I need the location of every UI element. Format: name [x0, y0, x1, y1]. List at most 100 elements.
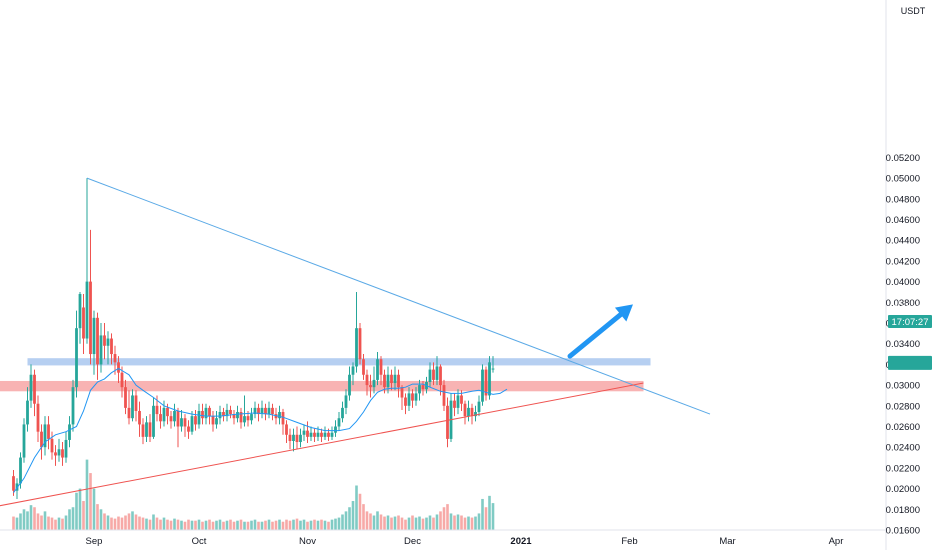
candle-body	[257, 407, 260, 415]
volume-bar	[285, 519, 288, 530]
time-tick-label: 2021	[510, 536, 532, 547]
price-tick-label: 0.02200	[886, 463, 920, 474]
candle-body	[470, 407, 474, 417]
candle-body	[169, 416, 173, 422]
candle-body	[78, 294, 82, 329]
volume-bar	[232, 521, 236, 530]
candle-body	[418, 385, 421, 394]
candle-body	[82, 307, 85, 339]
candle-body	[50, 438, 54, 453]
volume-bar	[393, 516, 397, 530]
candle-body	[460, 395, 463, 404]
volume-bar	[246, 521, 250, 530]
volume-bar	[313, 519, 316, 530]
volume-bar	[201, 521, 204, 530]
candle-body	[463, 403, 467, 417]
volume-bar	[68, 509, 71, 530]
volume-bars	[12, 459, 495, 530]
price-tick-label: 0.04800	[886, 194, 920, 205]
candle-body	[484, 369, 488, 396]
candle-body	[383, 374, 386, 388]
volume-bar	[453, 515, 456, 530]
candle-body	[267, 407, 271, 415]
volume-bar	[159, 519, 162, 530]
time-tick-label: Mar	[719, 536, 735, 547]
candle-body	[313, 432, 316, 437]
volume-bar	[379, 514, 383, 530]
candle-body	[194, 416, 197, 425]
candle-body	[148, 422, 152, 437]
candle-body	[57, 449, 61, 456]
candle-body	[306, 430, 309, 437]
candle-body	[201, 410, 204, 419]
time-tick-label: Feb	[621, 536, 637, 547]
countdown-box	[888, 315, 932, 328]
candle-body	[54, 452, 57, 456]
candle-body	[299, 434, 302, 443]
volume-bar	[439, 511, 442, 530]
moving-average-line	[13, 367, 508, 493]
volume-bar	[47, 516, 50, 530]
candle-body	[264, 407, 267, 415]
volume-bar	[414, 517, 418, 530]
candle-body	[390, 374, 393, 384]
candle-countdown: 17:07:27	[892, 317, 929, 328]
candle-body	[19, 457, 22, 484]
candle-body	[134, 395, 138, 411]
candle-body	[281, 412, 285, 425]
volume-bar	[50, 517, 54, 530]
candle-body	[358, 328, 362, 360]
candle-body	[320, 432, 323, 437]
candle-body	[341, 407, 344, 419]
volume-bar	[110, 517, 113, 530]
candle-body	[243, 416, 246, 423]
candle-body	[222, 412, 225, 417]
volume-bar	[26, 511, 29, 530]
volume-bar	[334, 518, 337, 530]
candle-body	[442, 385, 446, 406]
volume-bar	[365, 511, 369, 530]
candle-body	[309, 432, 313, 437]
candle-body	[22, 424, 26, 458]
volume-bar	[211, 521, 215, 530]
volume-bar	[488, 495, 491, 530]
volume-bar	[442, 507, 446, 530]
volume-bar	[36, 513, 40, 530]
volume-bar	[173, 518, 176, 530]
volume-bar	[264, 520, 267, 530]
time-axis-ticks[interactable]: Sep Oct Nov Dec 2021 Feb Mar Apr	[86, 536, 844, 547]
volume-bar	[194, 520, 197, 530]
candle-body	[106, 338, 110, 346]
volume-bar	[120, 517, 124, 530]
time-tick-label: Nov	[299, 536, 316, 547]
volume-bar	[302, 519, 306, 530]
volume-bar	[43, 511, 47, 530]
candle-body	[250, 414, 253, 421]
candle-body	[302, 430, 306, 435]
volume-bar	[75, 492, 78, 530]
candle-body	[71, 387, 75, 425]
candle-body	[288, 434, 292, 441]
candle-body	[159, 414, 162, 422]
candle-body	[467, 407, 470, 417]
candle-body	[432, 369, 435, 380]
candle-body	[365, 374, 369, 386]
volume-bar	[372, 515, 376, 530]
volume-bar	[243, 521, 246, 530]
volume-bar	[274, 520, 278, 530]
candle-body	[197, 410, 201, 425]
time-tick-label: Dec	[404, 536, 421, 547]
volume-bar	[411, 515, 414, 530]
volume-bar	[204, 520, 208, 530]
price-axis-ticks[interactable]: 0.05200 0.05000 0.04800 0.04600 0.04400 0.042…	[886, 153, 920, 537]
candle-body	[411, 393, 414, 401]
volume-bar	[337, 517, 341, 530]
candle-body	[183, 418, 187, 427]
volume-bar	[85, 459, 89, 530]
arrow-head	[614, 304, 633, 322]
candle-body	[400, 387, 404, 398]
candle-body	[379, 359, 383, 375]
price-tick-label: 0.02000	[886, 484, 920, 495]
current-price-value: 0.03167	[893, 304, 927, 315]
